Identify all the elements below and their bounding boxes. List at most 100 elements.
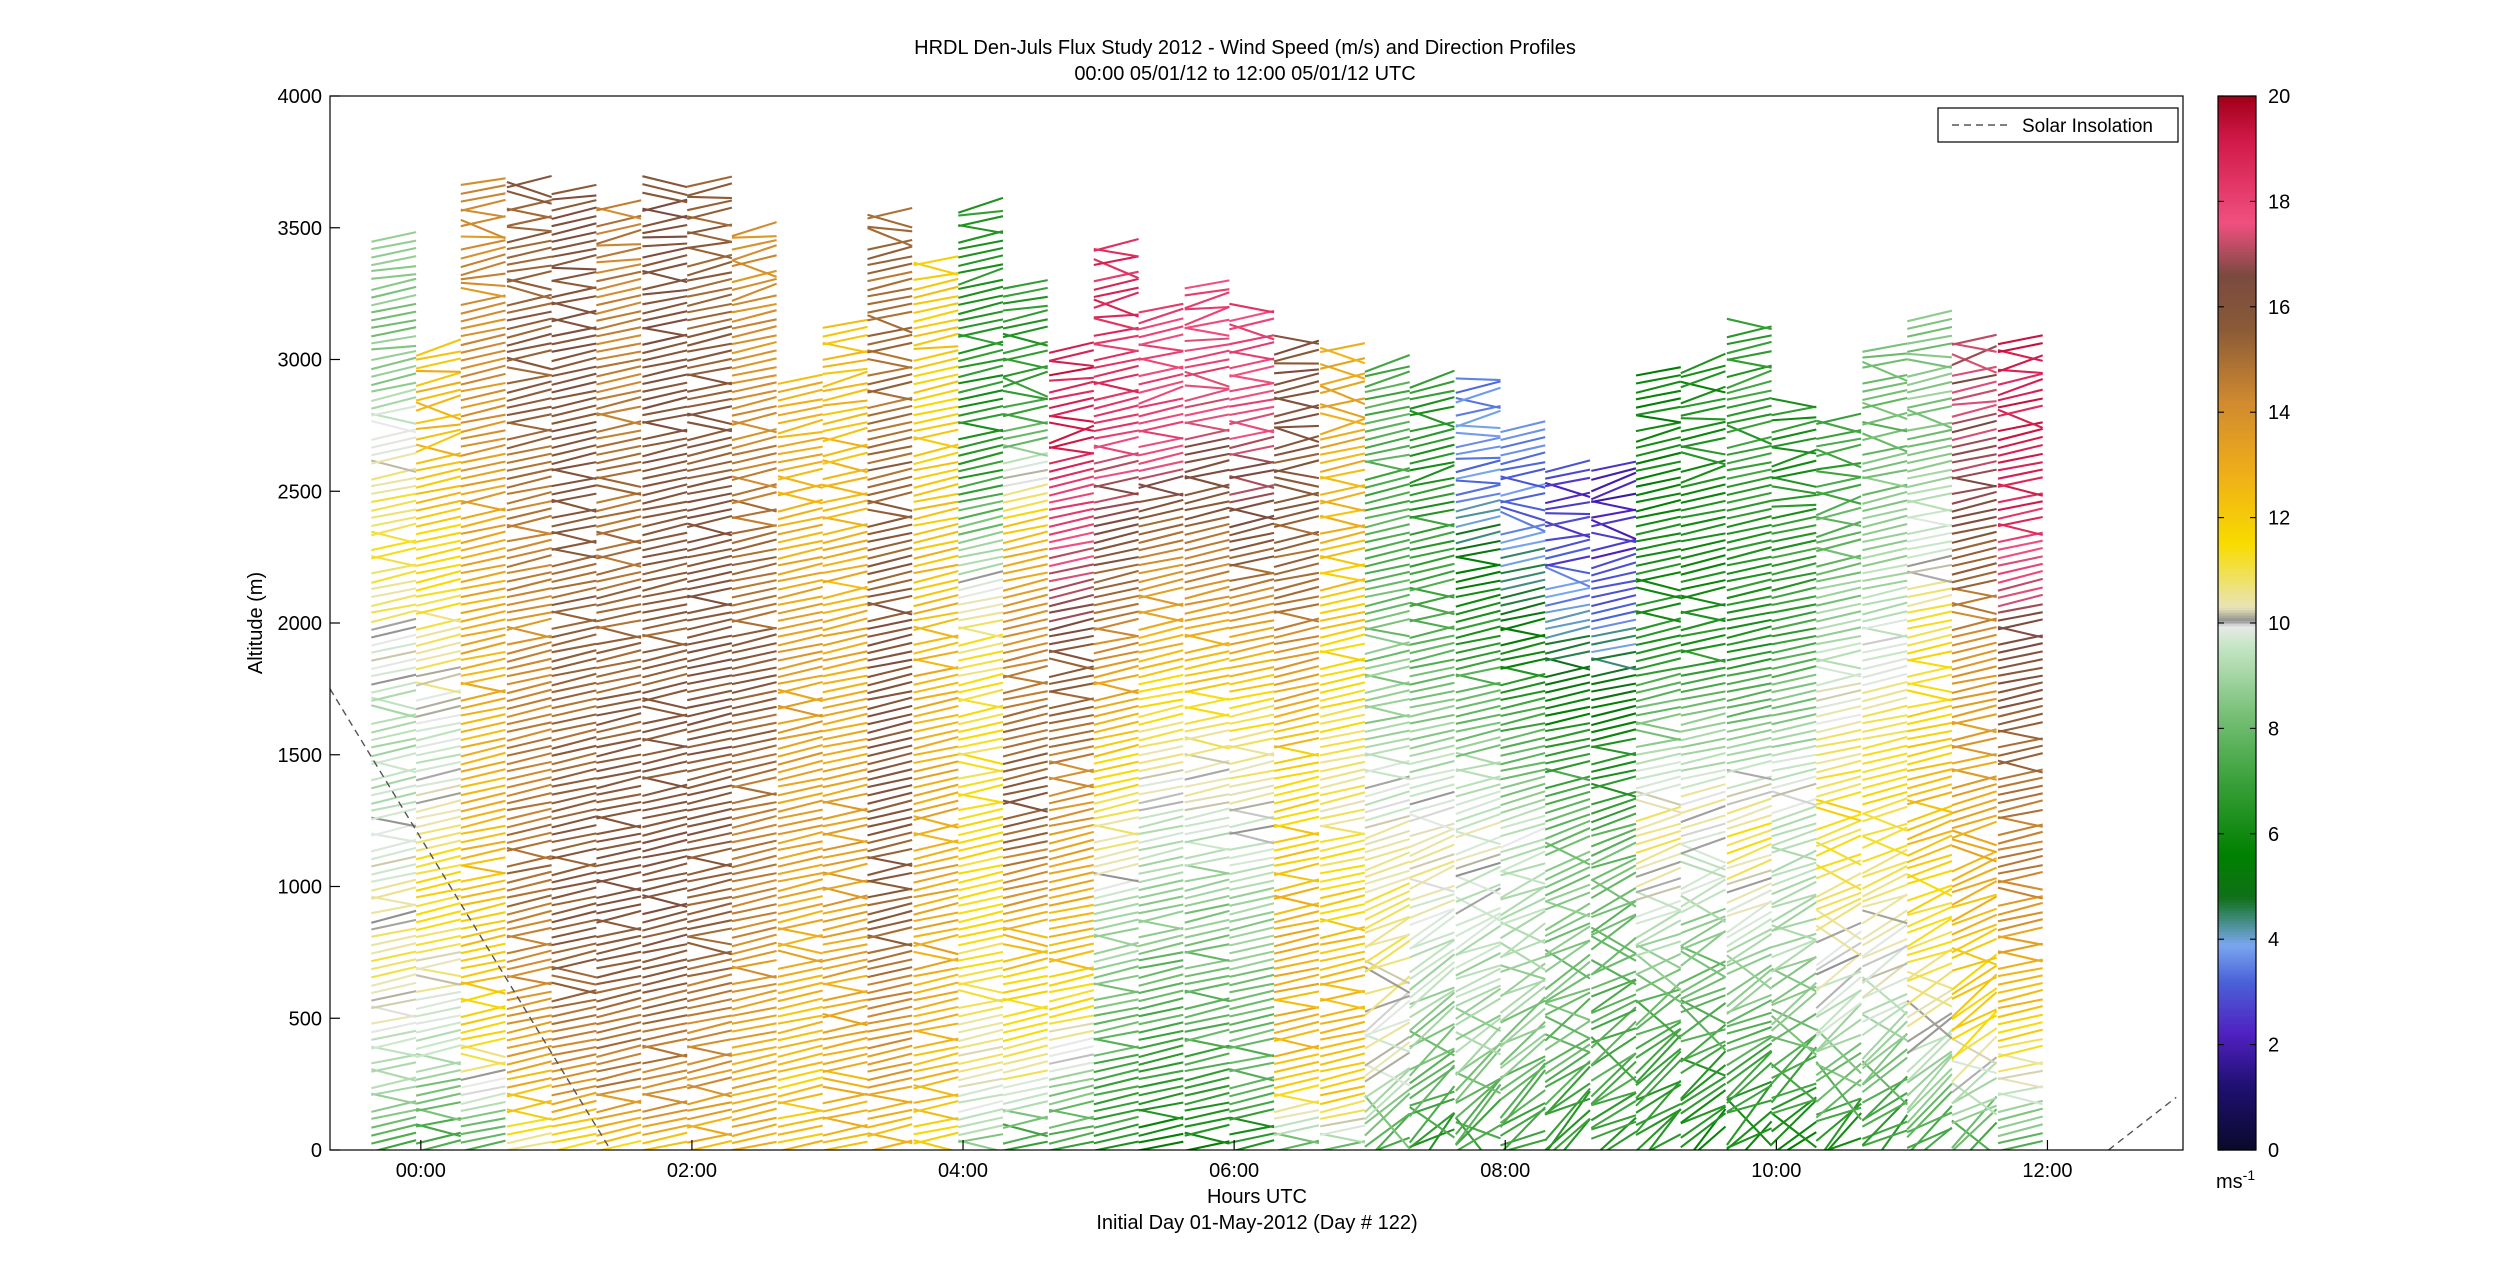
wind-barb — [1906, 673, 1953, 686]
wind-barb — [1002, 547, 1048, 559]
colorbar-segment — [2218, 362, 2256, 366]
wind-barb — [913, 721, 959, 734]
wind-barb — [1409, 1029, 1455, 1057]
wind-barb — [1997, 404, 2043, 418]
wind-barb — [1364, 427, 1410, 442]
wind-barb — [460, 926, 506, 939]
wind-barb — [822, 855, 868, 868]
wind-barb — [1364, 782, 1410, 798]
wind-barb — [958, 1005, 1004, 1018]
wind-barb — [1907, 540, 1953, 551]
wind-barb — [958, 981, 1004, 994]
wind-barb — [1951, 594, 1997, 607]
wind-profile-9 — [777, 373, 824, 1150]
wind-barb — [867, 633, 913, 647]
wind-barb — [867, 902, 913, 916]
wind-barb — [551, 681, 597, 694]
wind-barb — [1184, 1061, 1230, 1073]
wind-barb — [1816, 571, 1862, 583]
wind-barb — [1951, 498, 1997, 513]
wind-barb — [1455, 861, 1501, 878]
wind-barb — [1680, 894, 1727, 924]
wind-barb — [1320, 824, 1366, 836]
wind-barb — [1785, 1131, 1817, 1150]
wind-barb — [1455, 964, 1501, 980]
wind-barb — [1771, 967, 1817, 993]
wind-barb — [596, 228, 642, 246]
wind-barb — [822, 516, 868, 527]
wind-barb — [1048, 903, 1094, 915]
wind-barb — [371, 587, 417, 599]
wind-barb — [1906, 737, 1953, 749]
wind-barb — [415, 713, 462, 725]
wind-barb — [1364, 354, 1411, 373]
wind-barb — [371, 349, 417, 362]
wind-barb — [913, 326, 959, 338]
wind-barb — [1093, 530, 1139, 545]
wind-barb — [1906, 1055, 1953, 1111]
wind-barb — [822, 760, 868, 773]
wind-barb — [1815, 1062, 1862, 1103]
wind-barb — [958, 783, 1004, 798]
colorbar-segment — [2218, 717, 2256, 722]
wind-barb — [1907, 603, 1953, 614]
colorbar-segment — [2218, 731, 2256, 735]
colorbar-segment — [2218, 254, 2256, 258]
wind-barb — [1544, 866, 1591, 889]
wind-barb — [1500, 798, 1546, 815]
wind-barb — [913, 380, 959, 395]
colorbar-segment — [2218, 999, 2256, 1004]
wind-barb — [1184, 1123, 1230, 1137]
wind-barb — [1229, 950, 1275, 963]
wind-barb — [1997, 816, 2043, 828]
colorbar-segment — [2218, 1015, 2256, 1019]
wind-barb — [1364, 697, 1410, 709]
wind-barb — [1364, 956, 1410, 972]
wind-barb — [1364, 365, 1410, 378]
wind-barb — [1093, 895, 1139, 907]
wind-barb — [1951, 681, 1997, 695]
wind-barb — [1409, 805, 1455, 823]
wind-barb — [506, 413, 552, 425]
wind-barb — [460, 420, 506, 434]
colorbar-segment — [2218, 704, 2256, 708]
wind-barb — [1048, 807, 1095, 821]
wind-barb — [371, 344, 417, 351]
wind-barb — [1906, 492, 1953, 504]
wind-barb — [958, 672, 1004, 687]
wind-barb — [1455, 977, 1501, 999]
wind-barb — [1409, 515, 1455, 528]
wind-barb — [1409, 713, 1455, 725]
wind-barb — [1093, 343, 1139, 353]
wind-barb — [777, 642, 823, 654]
wind-barb — [1184, 522, 1230, 536]
wind-barb — [596, 326, 642, 338]
wind-barb — [642, 587, 688, 599]
wind-barb — [1726, 1050, 1773, 1099]
wind-barb — [1048, 546, 1095, 560]
wind-barb — [1229, 856, 1275, 867]
colorbar-segment — [2218, 799, 2256, 803]
wind-barb — [1002, 1021, 1048, 1034]
wind-barb — [371, 492, 417, 504]
wind-barb — [1093, 657, 1139, 670]
wind-barb — [551, 603, 597, 614]
wind-barb — [731, 1076, 777, 1090]
wind-barb — [867, 1052, 913, 1066]
wind-barb — [460, 341, 506, 354]
wind-barb — [822, 1060, 868, 1074]
wind-barb — [642, 595, 688, 606]
colorbar-segment — [2218, 559, 2256, 563]
wind-barb — [596, 263, 642, 275]
wind-barb — [777, 674, 823, 685]
colorbar-segment — [2218, 1036, 2256, 1040]
wind-barb — [642, 246, 688, 259]
wind-barb — [867, 1037, 913, 1050]
colorbar-segment — [2218, 541, 2256, 545]
colorbar-segment — [2218, 680, 2256, 685]
wind-barb — [1771, 610, 1817, 623]
wind-barb — [731, 965, 777, 979]
wind-barb — [777, 1116, 823, 1128]
wind-barb — [1951, 641, 1997, 655]
wind-barb — [958, 285, 1004, 299]
